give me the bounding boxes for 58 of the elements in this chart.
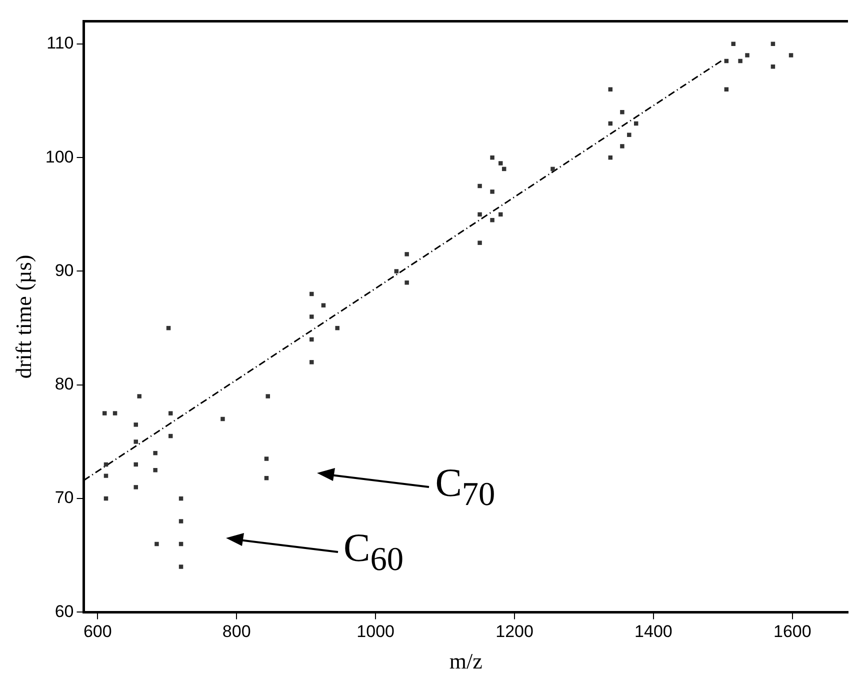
point (620, 110, 624, 114)
point (220, 416, 225, 422)
x-tick-label: 800 (222, 622, 251, 642)
point (154, 542, 159, 546)
point (102, 411, 107, 416)
x-tick-label: 1000 (356, 622, 394, 642)
point (335, 326, 340, 330)
point (310, 337, 314, 342)
y-axis-title: drift time (µs) (10, 254, 36, 379)
point (731, 42, 736, 46)
point (321, 303, 326, 308)
point (104, 474, 108, 478)
y-tick-label: 60 (54, 602, 74, 621)
x-tick-label: 600 (83, 622, 112, 642)
point (310, 314, 314, 319)
point (178, 564, 184, 569)
point (490, 190, 494, 194)
x-tick-label: 1200 (496, 622, 534, 642)
point (137, 394, 142, 398)
point (153, 468, 158, 472)
x-tick-label: 1600 (774, 622, 812, 642)
point (310, 292, 314, 296)
point (490, 155, 494, 160)
point (310, 360, 314, 364)
y-tick-label: 80 (54, 374, 74, 394)
point (738, 58, 742, 64)
point (168, 411, 173, 416)
point (627, 132, 632, 137)
y-tick-label: 70 (54, 488, 74, 508)
point (745, 53, 750, 58)
point (490, 218, 494, 222)
point (264, 456, 269, 461)
y-tick-label: 100 (45, 147, 74, 166)
point (478, 212, 482, 217)
point (134, 485, 138, 490)
point (134, 422, 138, 427)
annotation: C$_{60}$ (344, 525, 404, 580)
point (498, 161, 503, 166)
point (620, 144, 624, 148)
point (478, 240, 482, 245)
point (788, 53, 794, 58)
y-tick-label: 110 (46, 34, 74, 53)
point (770, 64, 776, 69)
point (404, 252, 409, 256)
point (404, 280, 409, 285)
point (178, 519, 184, 524)
x-axis-title: m/z (449, 648, 483, 674)
point (134, 440, 138, 444)
x-tick-label: 1400 (634, 622, 672, 642)
point (478, 184, 482, 188)
point (550, 166, 555, 172)
y-tick-label: 90 (54, 260, 74, 280)
point (112, 411, 118, 416)
annotation: C$_{70}$ (435, 460, 496, 516)
point (153, 450, 158, 456)
point (266, 394, 270, 398)
point (394, 269, 399, 274)
point (134, 462, 138, 467)
